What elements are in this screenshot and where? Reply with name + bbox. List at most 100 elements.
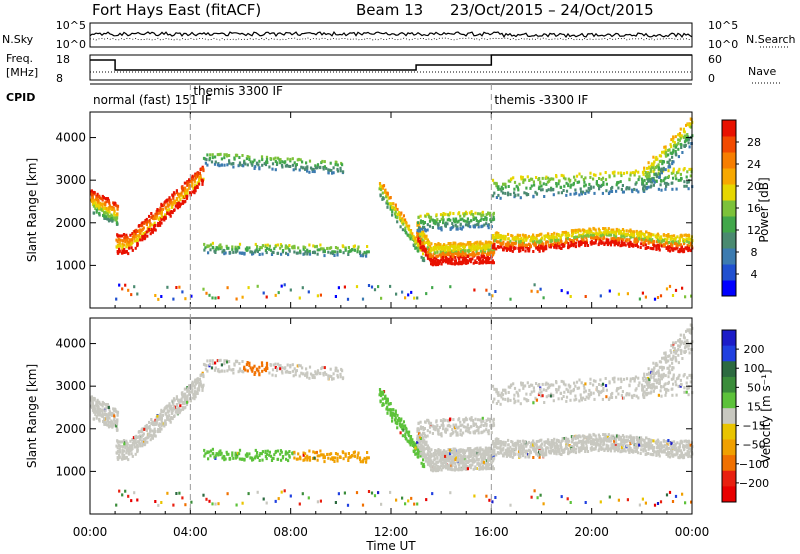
cpid-segment-label: normal (fast) 151 IF — [93, 93, 212, 107]
velocity-cell — [125, 448, 128, 452]
velocity-cell — [233, 363, 236, 367]
power-cell — [461, 258, 464, 262]
power-cell — [214, 155, 217, 159]
power-cell — [690, 249, 693, 253]
velocity-cell — [171, 411, 174, 415]
power-cell — [431, 254, 434, 258]
power-cell — [659, 154, 663, 158]
power-cell — [612, 171, 615, 175]
power-cell — [585, 189, 588, 193]
velocity-cell — [99, 413, 102, 417]
power-cell — [655, 245, 658, 249]
power-cell — [98, 196, 101, 200]
velocity-cell — [328, 452, 331, 456]
velocity-cell — [194, 395, 197, 399]
power-cell — [664, 168, 667, 172]
velocity-cell — [163, 409, 166, 413]
velocity-cell — [98, 402, 101, 406]
power-cell — [102, 214, 106, 218]
velocity-cell — [299, 455, 302, 459]
velocity-cell — [477, 449, 480, 453]
power-cell — [249, 160, 252, 164]
power-cell — [119, 238, 122, 242]
power-cell — [232, 165, 235, 169]
power-cell — [616, 238, 619, 242]
velocity-cell — [201, 373, 204, 377]
velocity-cell — [479, 455, 482, 459]
power-cell — [226, 286, 229, 290]
power-cell — [312, 244, 315, 248]
power-cell — [116, 204, 120, 208]
power-cell — [130, 246, 133, 250]
power-cell — [389, 284, 392, 288]
velocity-cell — [297, 363, 300, 367]
power-cell — [438, 260, 442, 264]
power-cell — [685, 123, 688, 127]
power-cell — [412, 236, 415, 240]
power-cell — [539, 181, 542, 185]
power-cell — [507, 241, 510, 245]
power-cell — [454, 241, 457, 245]
power-cell — [398, 216, 402, 220]
velocity-cell — [202, 362, 206, 366]
velocity-cell — [268, 450, 271, 454]
power-cell — [113, 216, 116, 220]
power-cell — [268, 247, 271, 251]
power-cell — [463, 249, 466, 253]
power-cell — [473, 247, 476, 251]
power-cell — [616, 228, 619, 232]
velocity-cell — [366, 451, 369, 454]
velocity-cell — [402, 420, 405, 424]
power-cell — [116, 234, 119, 238]
power-cell — [548, 179, 551, 183]
velocity-cell — [356, 456, 359, 460]
power-cell — [394, 210, 397, 214]
power-cell — [151, 228, 154, 232]
power-cell — [459, 255, 462, 258]
power-cell — [178, 201, 181, 205]
power-cell — [370, 285, 374, 289]
power-cell — [657, 187, 660, 191]
velocity-cell — [436, 460, 439, 464]
power-cell — [188, 186, 191, 190]
power-cell — [630, 242, 633, 246]
velocity-cell — [306, 458, 309, 462]
power-cell — [516, 186, 519, 190]
power-cell — [331, 171, 334, 175]
velocity-cell — [274, 362, 277, 366]
power-cell — [491, 294, 494, 298]
power-cell — [532, 195, 535, 199]
velocity-cell — [116, 440, 119, 444]
power-cell — [122, 233, 126, 236]
velocity-cell — [116, 422, 119, 426]
velocity-cell — [184, 395, 187, 399]
power-cell — [514, 237, 517, 241]
power-cell — [555, 243, 558, 247]
power-cell — [428, 224, 432, 228]
power-cell — [471, 243, 475, 247]
power-cell — [130, 293, 133, 297]
power-cell — [224, 251, 227, 255]
power-cell — [472, 250, 475, 254]
power-cell — [683, 134, 686, 138]
velocity-cell — [271, 368, 275, 372]
power-cell — [625, 171, 629, 175]
power-cell — [274, 168, 277, 172]
power-cell — [514, 246, 517, 250]
velocity-cell — [420, 451, 423, 455]
power-cell — [458, 242, 461, 246]
velocity-cell — [356, 453, 359, 457]
power-cell — [476, 240, 479, 244]
power-cell — [462, 225, 465, 229]
power-cell — [464, 212, 467, 216]
power-cell — [406, 224, 410, 228]
velocity-cell — [106, 418, 109, 422]
power-cell — [480, 214, 483, 217]
power-cell — [303, 252, 306, 256]
power-cell — [676, 143, 679, 147]
power-cell — [667, 240, 670, 244]
power-cell — [482, 254, 485, 258]
velocity-cell — [402, 428, 405, 432]
power-cell — [452, 217, 455, 221]
velocity-cell — [147, 434, 150, 437]
